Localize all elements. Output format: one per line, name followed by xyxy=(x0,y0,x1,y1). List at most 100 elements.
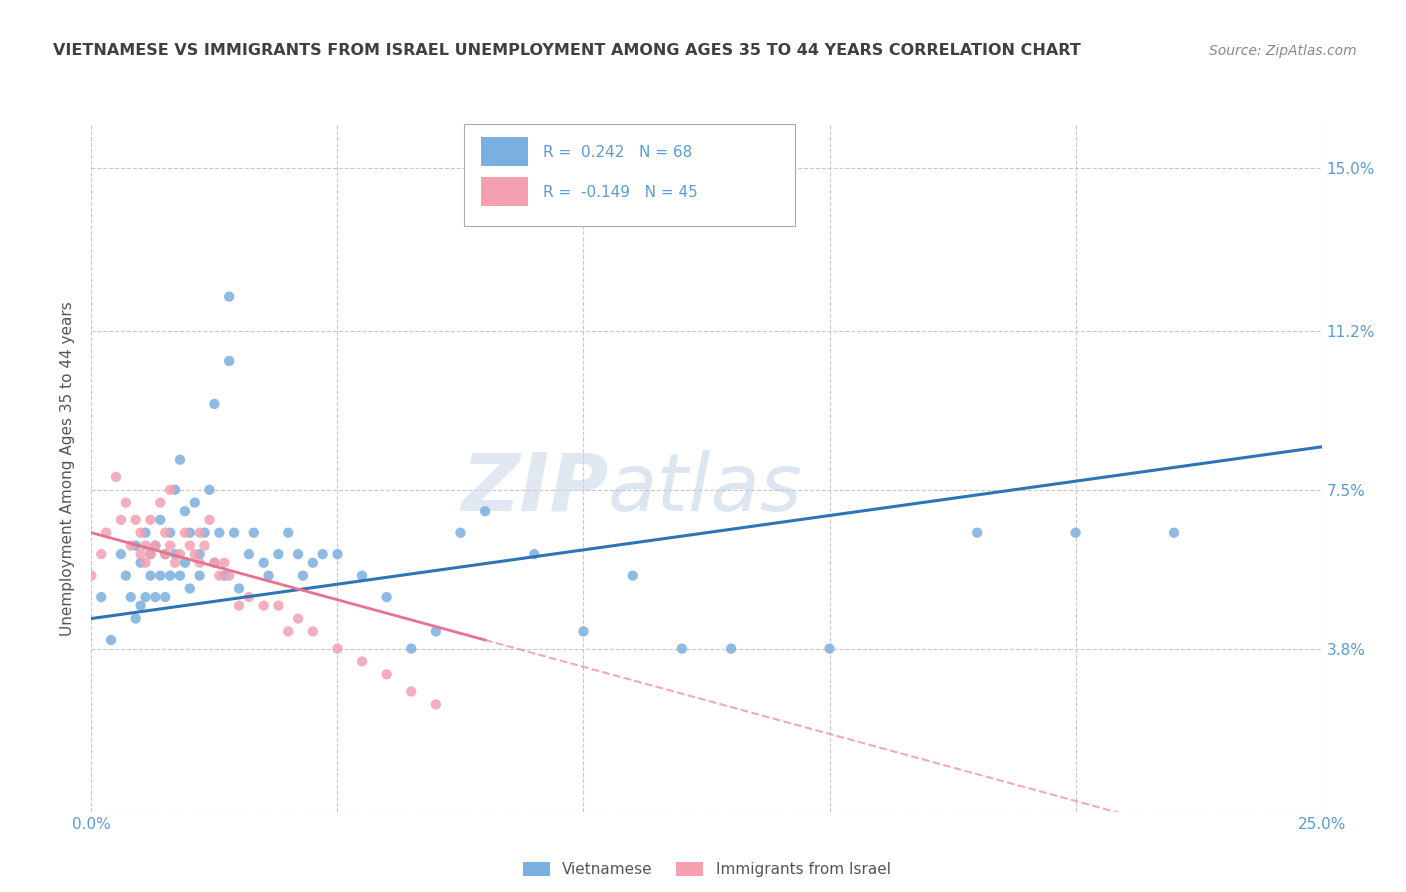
Point xyxy=(129,599,152,613)
Point xyxy=(90,547,112,561)
FancyBboxPatch shape xyxy=(481,137,529,166)
Point xyxy=(135,590,156,604)
Point xyxy=(425,624,447,639)
Point xyxy=(114,496,138,510)
Point xyxy=(96,525,117,540)
Point xyxy=(129,525,152,540)
Point xyxy=(1163,525,1185,540)
Point xyxy=(120,590,142,604)
Point xyxy=(228,599,250,613)
Point xyxy=(202,556,225,570)
Point xyxy=(238,547,260,561)
Point xyxy=(179,525,201,540)
Point xyxy=(212,568,235,582)
Text: Source: ZipAtlas.com: Source: ZipAtlas.com xyxy=(1209,44,1357,58)
Point xyxy=(287,547,309,561)
Point xyxy=(966,525,988,540)
Point xyxy=(301,624,323,639)
Text: VIETNAMESE VS IMMIGRANTS FROM ISRAEL UNEMPLOYMENT AMONG AGES 35 TO 44 YEARS CORR: VIETNAMESE VS IMMIGRANTS FROM ISRAEL UNE… xyxy=(53,43,1081,58)
Point xyxy=(399,641,422,656)
Point xyxy=(301,556,323,570)
Point xyxy=(449,525,471,540)
Point xyxy=(523,547,546,561)
Point xyxy=(671,641,693,656)
Point xyxy=(218,354,240,368)
Point xyxy=(198,513,221,527)
Point xyxy=(179,582,201,596)
Point xyxy=(572,624,595,639)
Point xyxy=(222,525,246,540)
FancyBboxPatch shape xyxy=(464,123,796,226)
Point xyxy=(621,568,644,582)
Point xyxy=(352,655,374,669)
Point xyxy=(163,556,186,570)
Point xyxy=(425,698,447,712)
Point xyxy=(135,556,156,570)
Point xyxy=(80,568,103,582)
Point xyxy=(139,547,162,561)
Point xyxy=(375,667,398,681)
Point xyxy=(208,568,231,582)
Point xyxy=(149,496,172,510)
Point xyxy=(124,513,146,527)
Point xyxy=(153,547,177,561)
Point xyxy=(474,504,496,518)
Point xyxy=(183,547,207,561)
Point xyxy=(291,568,314,582)
Point xyxy=(129,547,152,561)
Point xyxy=(277,624,299,639)
Point xyxy=(174,556,197,570)
Point xyxy=(139,568,162,582)
Point xyxy=(159,525,181,540)
Point xyxy=(120,539,142,553)
Point xyxy=(326,547,349,561)
Point xyxy=(163,547,186,561)
Point xyxy=(110,513,132,527)
Point xyxy=(90,590,112,604)
Point xyxy=(311,547,335,561)
Point xyxy=(110,547,132,561)
Point xyxy=(139,513,162,527)
Point xyxy=(183,496,207,510)
Point xyxy=(163,483,186,497)
Point xyxy=(218,568,240,582)
Point xyxy=(253,599,276,613)
Point xyxy=(174,525,197,540)
Y-axis label: Unemployment Among Ages 35 to 44 years: Unemployment Among Ages 35 to 44 years xyxy=(60,301,76,636)
Text: ZIP: ZIP xyxy=(461,450,607,528)
Point xyxy=(129,556,152,570)
Point xyxy=(149,568,172,582)
Point xyxy=(193,539,217,553)
Point xyxy=(149,513,172,527)
Point xyxy=(169,568,191,582)
Point xyxy=(124,611,146,625)
Point xyxy=(159,539,181,553)
Point xyxy=(105,470,127,484)
Point xyxy=(179,539,201,553)
Point xyxy=(202,556,225,570)
Text: atlas: atlas xyxy=(607,450,803,528)
Point xyxy=(159,483,181,497)
Point xyxy=(326,641,349,656)
Point xyxy=(159,568,181,582)
Point xyxy=(198,483,221,497)
Point xyxy=(188,547,211,561)
Point xyxy=(135,525,156,540)
Point xyxy=(208,525,231,540)
Point xyxy=(145,539,166,553)
Point xyxy=(139,547,162,561)
Point xyxy=(277,525,299,540)
Point xyxy=(267,547,290,561)
Point xyxy=(193,525,217,540)
Point xyxy=(257,568,280,582)
Point xyxy=(153,547,177,561)
Point xyxy=(253,556,276,570)
Text: R =  0.242   N = 68: R = 0.242 N = 68 xyxy=(543,145,692,160)
Point xyxy=(202,397,225,411)
FancyBboxPatch shape xyxy=(481,178,529,206)
Point xyxy=(1064,525,1087,540)
Point xyxy=(169,452,191,467)
Point xyxy=(352,568,374,582)
Point xyxy=(287,611,309,625)
Point xyxy=(174,504,197,518)
